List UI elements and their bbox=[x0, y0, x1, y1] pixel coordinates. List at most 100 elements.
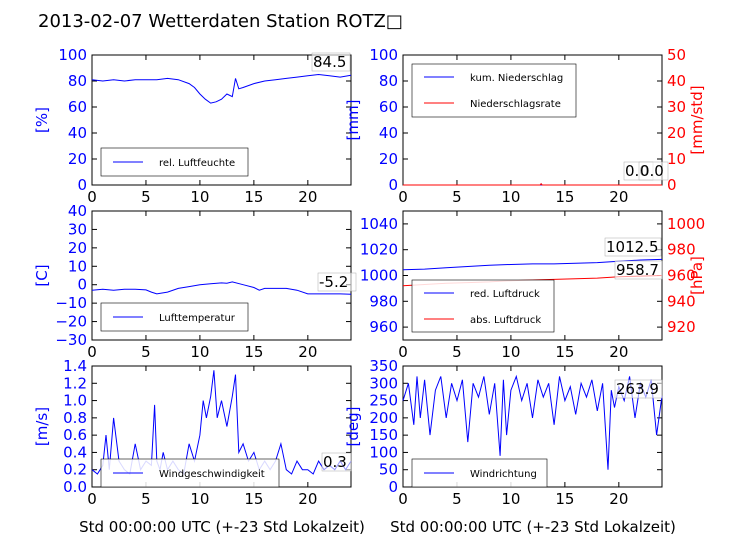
x-tick-label: 5 bbox=[141, 343, 151, 361]
legend-box bbox=[411, 279, 555, 333]
y-tick-label: 100 bbox=[369, 443, 398, 461]
x-tick-label: 15 bbox=[555, 343, 574, 361]
y-tick-label: 20 bbox=[68, 239, 87, 257]
x-tick-label: 20 bbox=[609, 188, 628, 206]
value-annotation-box bbox=[321, 452, 352, 472]
legend: Windrichtung bbox=[411, 458, 548, 488]
value-annotation: 263.9 bbox=[616, 380, 659, 398]
value-annotation-box bbox=[311, 52, 351, 72]
y2-tick-label: 980 bbox=[667, 241, 696, 259]
value-annotation-box bbox=[614, 260, 663, 280]
panel-windspeed: 0 5 10 15 20 0.00.20.40.60.81.01.21.4 [m/s] Win… bbox=[33, 357, 352, 508]
panel-precip: 0 5 10 15 20 0 20 40 60 80 100 [mm] 0 10 20 30 40 50 [mm/s… bbox=[344, 46, 706, 206]
x-tick-label: 20 bbox=[298, 188, 317, 206]
y-tick-label: 0 bbox=[388, 176, 398, 194]
legend-label: Lufttemperatur bbox=[159, 313, 236, 324]
y-tick-label: 40 bbox=[68, 202, 87, 220]
x-tick-label: 0 bbox=[398, 343, 408, 361]
y-tick-label: 40 bbox=[68, 124, 87, 142]
x-tick-label: 5 bbox=[452, 343, 462, 361]
value-annotation-box bbox=[317, 272, 357, 292]
y2-tick-label: 1000 bbox=[667, 215, 705, 233]
panel-humidity: 0 5 10 15 20 0 20 40 60 80 100 [%] rel. Luftfeuchte 8… bbox=[33, 46, 352, 206]
legend: rel. Luftfeuchte bbox=[100, 147, 249, 177]
x-tick-label: 20 bbox=[609, 343, 628, 361]
legend: kum. Niederschlag Niederschlagsrate bbox=[411, 63, 577, 118]
series-line bbox=[91, 281, 352, 295]
y-axis-label: [%] bbox=[33, 107, 51, 133]
x-tick-label: 10 bbox=[190, 343, 209, 361]
y-tick-label: 350 bbox=[369, 357, 398, 375]
y-tick-label: −10 bbox=[55, 294, 87, 312]
x-tick-label: 0 bbox=[87, 490, 97, 508]
y-tick-label: −30 bbox=[55, 331, 87, 349]
y-axis-label: [deg] bbox=[344, 407, 362, 447]
legend-label: Niederschlagsrate bbox=[470, 99, 561, 110]
legend-label: rel. Luftfeuchte bbox=[159, 158, 235, 169]
x-tick-label: 20 bbox=[609, 490, 628, 508]
y-tick-label: 1040 bbox=[360, 215, 398, 233]
y-tick-label: 80 bbox=[68, 72, 87, 90]
y-tick-label: 980 bbox=[369, 292, 398, 310]
value-annotation: 958.7 bbox=[616, 261, 659, 279]
series-line bbox=[91, 73, 352, 104]
y-tick-label: 30 bbox=[68, 220, 87, 238]
legend: Windgeschwindigkeit bbox=[100, 458, 280, 488]
y-tick-label: 300 bbox=[369, 374, 398, 392]
x-axis-label-right: Std 00:00:00 UTC (+-23 Std Lokalzeit) bbox=[390, 518, 676, 536]
y-tick-label: 100 bbox=[369, 46, 398, 64]
y-tick-label: −20 bbox=[55, 313, 87, 331]
y-tick-label: 1.0 bbox=[63, 392, 87, 410]
y2-tick-label: 960 bbox=[667, 267, 696, 285]
y2-tick-label: 940 bbox=[667, 292, 696, 310]
y2-tick-label: 10 bbox=[667, 150, 686, 168]
y-tick-label: 80 bbox=[379, 72, 398, 90]
legend-label: Windgeschwindigkeit bbox=[159, 469, 265, 480]
y-tick-label: 100 bbox=[58, 46, 87, 64]
value-annotation: 0.0 bbox=[640, 162, 664, 180]
x-tick-label: 5 bbox=[141, 188, 151, 206]
legend-label: abs. Luftdruck bbox=[470, 315, 541, 326]
y-tick-label: 20 bbox=[379, 150, 398, 168]
value-annotation: 84.5 bbox=[313, 53, 346, 71]
y-tick-label: 0 bbox=[77, 176, 87, 194]
y-tick-label: 1000 bbox=[360, 267, 398, 285]
y-tick-label: 0.6 bbox=[63, 426, 87, 444]
x-tick-label: 0 bbox=[398, 490, 408, 508]
value-annotation-box bbox=[614, 379, 663, 399]
axes-frame bbox=[91, 54, 352, 186]
y-tick-label: 20 bbox=[68, 150, 87, 168]
y2-axis-label: [mm/std] bbox=[688, 85, 706, 154]
y-tick-label: 0.8 bbox=[63, 409, 87, 427]
y-tick-label: 0.4 bbox=[63, 443, 87, 461]
y-tick-label: 1.4 bbox=[63, 357, 87, 375]
x-tick-label: 0 bbox=[398, 188, 408, 206]
y-tick-label: 960 bbox=[369, 318, 398, 336]
y-tick-label: 0 bbox=[388, 478, 398, 496]
x-tick-label: 20 bbox=[298, 343, 317, 361]
series-line bbox=[91, 370, 352, 475]
legend-box bbox=[411, 63, 577, 118]
x-tick-label: 10 bbox=[501, 343, 520, 361]
x-tick-label: 10 bbox=[501, 490, 520, 508]
y2-tick-label: 920 bbox=[667, 318, 696, 336]
y-tick-label: 0.2 bbox=[63, 461, 87, 479]
value-annotation: -5.2 bbox=[319, 273, 348, 291]
y-tick-label: 1020 bbox=[360, 241, 398, 259]
y2-tick-label: 40 bbox=[667, 72, 686, 90]
y-tick-label: 50 bbox=[379, 461, 398, 479]
legend-label: Windrichtung bbox=[470, 469, 537, 480]
y-tick-label: 60 bbox=[379, 98, 398, 116]
x-tick-label: 10 bbox=[190, 188, 209, 206]
y-tick-label: 150 bbox=[369, 426, 398, 444]
legend: red. Luftdruck abs. Luftdruck bbox=[411, 279, 555, 333]
y2-axis-label: [hPa] bbox=[688, 256, 706, 295]
x-tick-label: 5 bbox=[141, 490, 151, 508]
value-annotation: 1012.5 bbox=[606, 238, 659, 256]
legend: Lufttemperatur bbox=[100, 302, 249, 332]
y-tick-label: 40 bbox=[379, 124, 398, 142]
value-annotation-box bbox=[604, 237, 662, 257]
figure-title: 2013-02-07 Wetterdaten Station ROTZ□ bbox=[38, 11, 403, 32]
x-tick-label: 0 bbox=[87, 188, 97, 206]
y-tick-label: 10 bbox=[68, 257, 87, 275]
